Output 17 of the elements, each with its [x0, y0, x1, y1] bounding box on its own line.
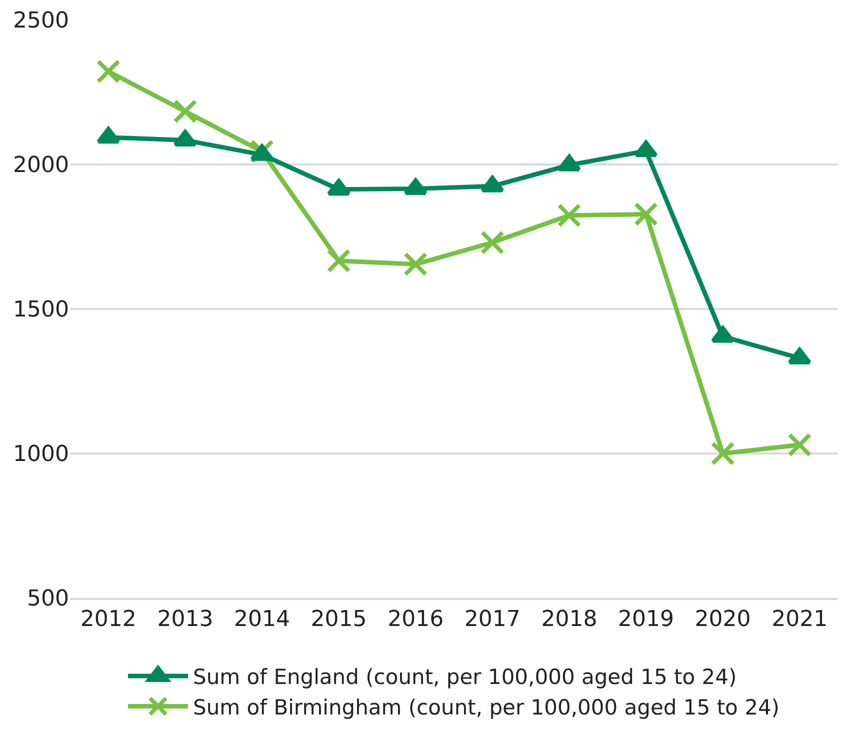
- legend-label: Sum of Birmingham (count, per 100,000 aged 15 to 24): [193, 695, 780, 720]
- x-tick-label: 2014: [234, 607, 290, 632]
- y-tick-label: 1000: [13, 442, 69, 468]
- x-tick-label: 2020: [694, 607, 751, 632]
- x-tick-label: 2015: [310, 607, 367, 632]
- y-tick-label: 2500: [13, 8, 69, 34]
- y-tick-label: 2000: [13, 153, 69, 178]
- x-tick-label: 2018: [541, 607, 598, 632]
- y-tick-label: 1500: [13, 298, 69, 323]
- x-tick-label: 2013: [157, 607, 214, 632]
- x-tick-label: 2021: [772, 607, 828, 632]
- x-tick-label: 2016: [388, 607, 444, 632]
- x-tick-label: 2017: [464, 607, 520, 632]
- x-tick-label: 2019: [618, 607, 674, 632]
- y-tick-label: 500: [27, 586, 69, 612]
- legend-label: Sum of England (count, per 100,000 aged 15 to 24): [193, 665, 737, 690]
- x-tick-label: 2012: [80, 607, 136, 632]
